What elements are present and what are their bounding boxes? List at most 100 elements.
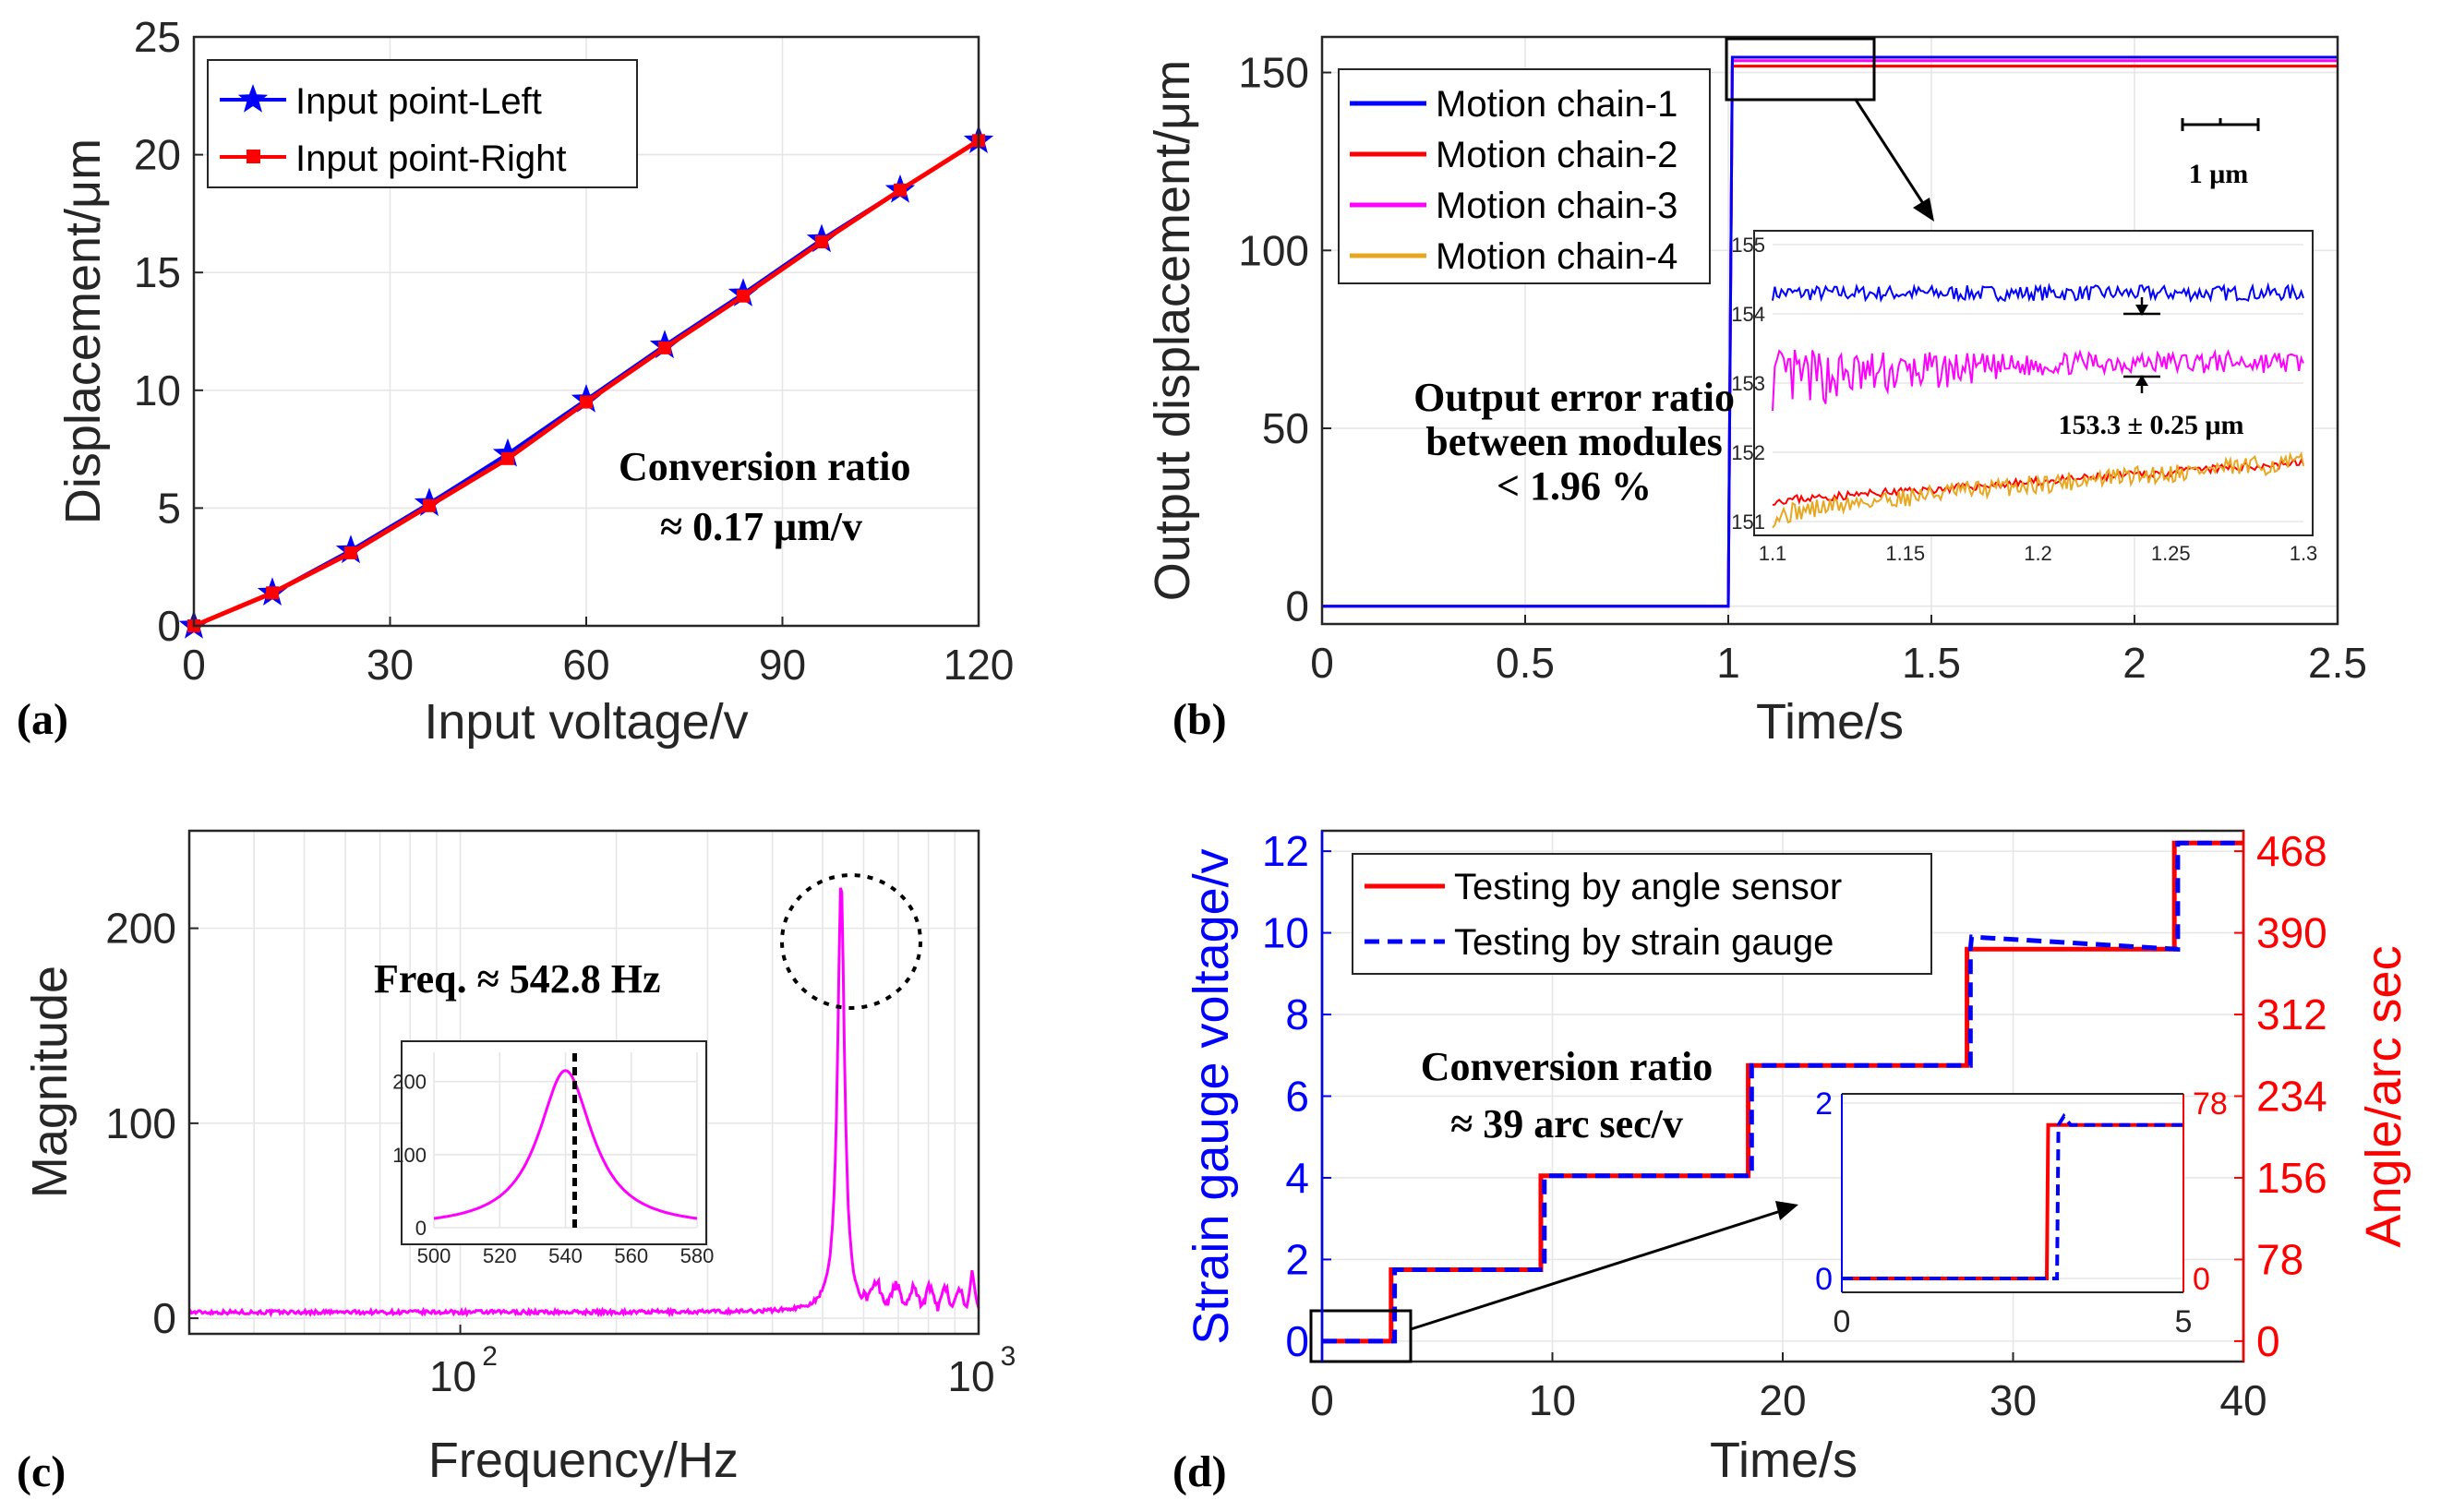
panel-c-peak-circle (780, 873, 922, 1010)
panel-c-inset-magnitude-line (433, 1069, 698, 1220)
panel-d-y-tick-label-left: 8 (1285, 990, 1309, 1038)
panel-a-point-square (344, 546, 357, 559)
panel-b-zoom-arrow (1854, 99, 1930, 211)
panel-a-point-square (658, 341, 671, 354)
panel-a-point-square (737, 289, 750, 303)
panel-b-ylabel: Output displacement/μm (1145, 60, 1200, 601)
panel-a-point-square (580, 395, 593, 409)
panel-d-inset-angle-line (1842, 1122, 2183, 1280)
panel-d-x-tick-label: 0 (1310, 1376, 1334, 1424)
panel-a-y-tick-label: 25 (134, 13, 181, 61)
panel-a-point-square (894, 183, 907, 197)
panel-a-y-tick-label: 10 (134, 366, 181, 414)
panel-d-annotation-line1: Conversion ratio (1421, 1044, 1714, 1089)
panel-b-zoom-box (1725, 37, 1876, 102)
legend-label-left: Input point-Left (295, 81, 542, 122)
panel-d-y-tick-label-left: 4 (1285, 1154, 1309, 1202)
panel-b-legend: Motion chain-1 Motion chain-2 Motion cha… (1338, 68, 1711, 284)
panel-b-y-tick-label: 50 (1262, 404, 1309, 452)
panel-c-y-tick-label: 100 (105, 1099, 176, 1147)
legend-label-strain: Testing by strain gauge (1454, 922, 1834, 963)
legend-marker-star (237, 84, 269, 113)
panel-c-inset-x-tick-label: 580 (680, 1244, 715, 1267)
panel-d-annotation-line2: ≈ 39 arc sec/v (1450, 1101, 1683, 1146)
panel-a-point-square (501, 451, 514, 465)
panel-a-y-tick-label: 15 (134, 248, 181, 296)
panel-c-x-tick-exponent: 2 (482, 1341, 498, 1372)
panel-b-y-tick-label: 0 (1285, 582, 1309, 630)
panel-d-x-tick-label: 10 (1529, 1376, 1576, 1424)
panel-c-inset-x-tick-label: 540 (548, 1244, 583, 1267)
panel-c-xlabel: Frequency/Hz (428, 1433, 739, 1488)
panel-d-ylabel-right: Angle/arc sec (2356, 945, 2411, 1247)
panel-c-magnitude-line (187, 887, 980, 1318)
panel-a-legend: Input point-Left Input point-Right (207, 59, 638, 188)
legend-label-chain3: Motion chain-3 (1436, 186, 1677, 226)
panel-a: 0 30 60 90 120 0 5 10 15 20 25 Input point-Left In… (17, 13, 1014, 750)
legend-label-chain1: Motion chain-1 (1436, 84, 1677, 125)
panel-a-legend-box (207, 59, 638, 188)
panel-d-zoom-arrowhead (1775, 1201, 1798, 1220)
panel-d-y-tick-label-left: 10 (1262, 909, 1309, 957)
panel-d-label: (d) (1172, 1447, 1227, 1496)
panel-d-y-tick-label-left: 2 (1285, 1235, 1309, 1283)
panel-b-inset-y-tick-label: 154 (1731, 303, 1765, 326)
panel-b-inset-series-3 (1772, 348, 2304, 412)
panel-c-x-tick-label: 10 (429, 1352, 476, 1400)
panel-b-x-tick-label: 2 (2122, 639, 2146, 687)
panel-c-ylabel: Magnitude (22, 966, 78, 1198)
panel-b-inset-series-2 (1772, 458, 2304, 506)
panel-a-ylabel: Displacement/μm (55, 138, 111, 524)
panel-a-axes-box (192, 35, 980, 628)
panel-b-x-tick-label: 0.5 (1496, 639, 1555, 687)
panel-b-inset-x-tick-label: 1.25 (2151, 542, 2191, 565)
panel-d-y-tick-label-left: 12 (1262, 827, 1309, 875)
panel-c-inset: 500 520 540 560 580 0 100 200 (392, 1040, 715, 1267)
panel-d-inset-y-tick-label-right: 0 (2193, 1262, 2210, 1297)
panel-b-scale-label: 1 μm (2189, 159, 2249, 189)
panel-a-x-tick-label: 60 (562, 641, 609, 689)
panel-c-x-tick-exponent: 3 (1001, 1341, 1016, 1372)
panel-b-annotation-line1: Output error ratio (1413, 375, 1735, 420)
panel-a-y-tick-label: 0 (157, 602, 181, 650)
panel-b-zoom-arrowhead (1913, 198, 1934, 222)
panel-b-y-tick-label: 150 (1238, 49, 1309, 97)
legend-label-chain4: Motion chain-4 (1436, 236, 1677, 277)
panel-b-inset: 1.1 1.15 1.2 1.25 1.3 151 152 153 154 155 153.3 ±… (1731, 230, 2318, 565)
panel-d-y-tick-label-right: 390 (2256, 909, 2327, 957)
panel-d-inset-y-tick-label-left: 0 (1815, 1262, 1833, 1297)
panel-b-inset-y-tick-label: 152 (1731, 441, 1765, 464)
panel-c-annotation: Freq. ≈ 542.8 Hz (374, 956, 661, 1002)
panel-d-x-tick-label: 20 (1759, 1376, 1806, 1424)
panel-b-inset-x-tick-label: 1.1 (1759, 542, 1787, 565)
panel-d-x-tick-label: 40 (2219, 1376, 2267, 1424)
panel-d-y-tick-label-right: 0 (2256, 1317, 2280, 1365)
panel-b-inset-x-tick-label: 1.3 (2290, 542, 2318, 565)
legend-marker-square (247, 150, 260, 163)
panel-d-y-tick-label-left: 0 (1285, 1317, 1309, 1365)
panel-c-inset-x-tick-label: 520 (483, 1244, 517, 1267)
panel-b-xlabel: Time/s (1756, 694, 1904, 750)
panel-b-inset-series-1 (1772, 282, 2304, 304)
panel-a-point-square (266, 586, 279, 600)
panel-d-ylabel-left: Strain gauge voltage/v (1184, 848, 1239, 1344)
panel-a-point-square (423, 498, 436, 512)
panel-a-x-tick-label: 30 (367, 641, 414, 689)
panel-c-x-tick-label: 10 (947, 1352, 994, 1400)
panel-a-x-tick-label: 90 (759, 641, 806, 689)
panel-c-inset-x-tick-label: 500 (417, 1244, 451, 1267)
panel-d-inset-y-tick-label-left: 2 (1815, 1086, 1833, 1122)
panel-b: 0 0.5 1 1.5 2 2.5 0 50 100 150 Motion chain-1 Mot… (1145, 35, 2367, 750)
panel-d-strain-line (1322, 840, 2243, 1344)
panel-c-axes-box (187, 829, 980, 1336)
panel-a-x-tick-label: 0 (182, 641, 206, 689)
panel-d-zoom-box (1309, 1309, 1413, 1363)
panel-b-inset-label: 153.3 ± 0.25 μm (2059, 410, 2244, 440)
panel-b-annotation-line2: between modules (1425, 419, 1722, 464)
panel-d-legend: Testing by angle sensor Testing by strai… (1352, 853, 1932, 975)
panel-c-y-tick-label: 0 (152, 1294, 176, 1342)
panel-a-point-square (815, 235, 828, 249)
panel-b-x-tick-label: 1 (1716, 639, 1740, 687)
